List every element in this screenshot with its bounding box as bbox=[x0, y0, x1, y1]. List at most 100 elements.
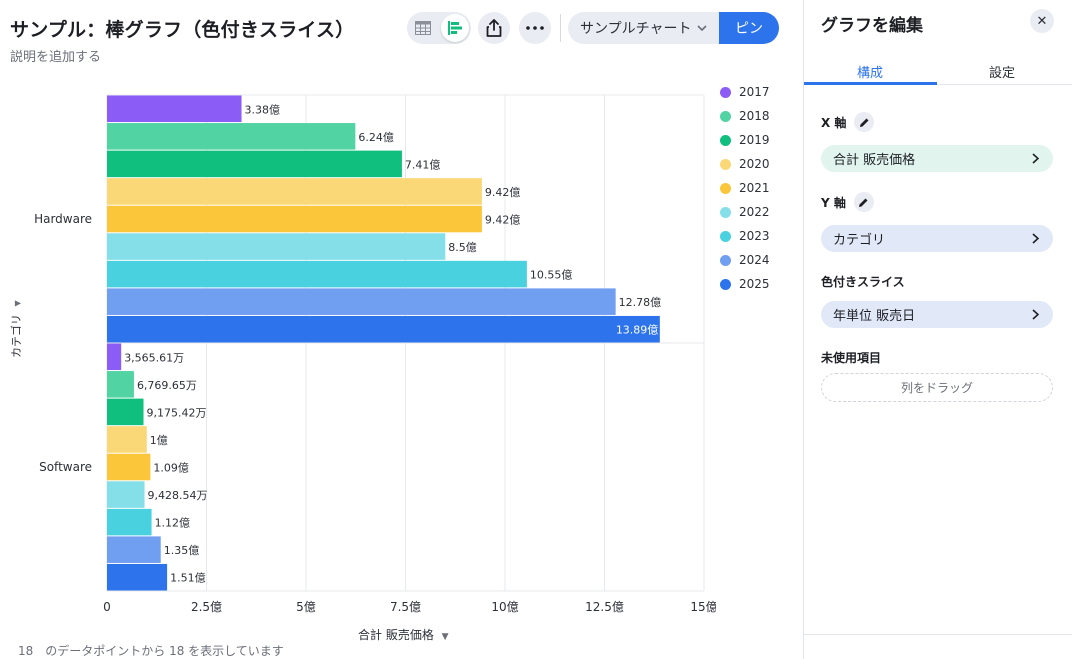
legend-label: 2022 bbox=[739, 205, 770, 219]
data-label: 1.35億 bbox=[164, 544, 200, 557]
bar-software-2025 bbox=[107, 563, 168, 591]
x-tick-label: 12.5億 bbox=[585, 600, 624, 614]
toolbar-divider bbox=[560, 14, 561, 42]
more-icon bbox=[526, 26, 544, 30]
bar-hardware-2024 bbox=[107, 288, 616, 315]
y-axis-field-pill[interactable]: カテゴリ bbox=[821, 225, 1053, 252]
bar-hardware-2021 bbox=[107, 205, 482, 233]
category-label: Hardware bbox=[34, 212, 92, 226]
data-label: 1億 bbox=[150, 434, 168, 447]
data-label: 10.55億 bbox=[530, 269, 573, 282]
legend-label: 2021 bbox=[739, 181, 770, 195]
bar-software-2017 bbox=[107, 343, 122, 371]
panel-tabs: 構成 設定 bbox=[804, 56, 1072, 85]
bar-hardware-2018 bbox=[107, 123, 356, 150]
data-point-count: 18 のデータポイントから 18 を表示しています bbox=[18, 644, 284, 658]
view-toggle bbox=[407, 12, 471, 44]
legend-swatch bbox=[720, 86, 731, 98]
chevron-right-icon bbox=[1032, 153, 1039, 164]
close-button[interactable]: ✕ bbox=[1030, 9, 1054, 33]
chevron-down-icon bbox=[697, 25, 708, 31]
data-label: 9.42億 bbox=[485, 214, 521, 227]
data-label: 3.38億 bbox=[245, 103, 280, 116]
close-icon: ✕ bbox=[1036, 13, 1048, 29]
bar-hardware-2017 bbox=[107, 95, 242, 123]
legend-label: 2020 bbox=[739, 157, 770, 171]
x-tick-label: 7.5億 bbox=[390, 600, 421, 614]
legend-item[interactable]: 2024 bbox=[716, 248, 770, 272]
sample-chart-label: サンプルチャート bbox=[580, 21, 692, 37]
legend-label: 2017 bbox=[739, 85, 770, 99]
share-button[interactable] bbox=[478, 12, 510, 44]
unused-section: 未使用項目 bbox=[821, 349, 881, 366]
legend-swatch bbox=[720, 206, 731, 218]
edit-chart-panel: グラフを編集 ✕ 構成 設定 X 軸 合計 販売価格 Y 軸 bbox=[803, 0, 1072, 659]
chevron-right-icon bbox=[1032, 233, 1039, 244]
bar-software-2022 bbox=[107, 481, 145, 508]
description-placeholder[interactable]: 説明を追加する bbox=[10, 50, 102, 65]
legend-item[interactable]: 2020 bbox=[716, 152, 770, 176]
y-axis-section: Y 軸 bbox=[821, 192, 874, 212]
chart-view-button[interactable] bbox=[441, 14, 469, 42]
legend-label: 2023 bbox=[739, 229, 770, 243]
edit-x-axis-button[interactable] bbox=[854, 112, 875, 132]
data-label: 6,769.65万 bbox=[137, 379, 197, 392]
bar-chart: 0 2.5億 5億 7.5億 10億 12.5億 15億 3.38億 6.24億 7.41億 9.4… bbox=[34, 94, 716, 614]
bar-hardware-2019 bbox=[107, 150, 402, 178]
active-tab-indicator bbox=[804, 82, 937, 85]
bar-chart-icon bbox=[448, 21, 462, 35]
legend-item[interactable]: 2019 bbox=[716, 128, 770, 152]
legend-item[interactable]: 2023 bbox=[716, 224, 770, 248]
x-axis-field-pill[interactable]: 合計 販売価格 bbox=[821, 145, 1053, 172]
legend-swatch bbox=[720, 158, 731, 170]
y-axis-label: Y 軸 bbox=[821, 195, 846, 210]
table-view-icon bbox=[415, 21, 431, 35]
y-axis-title-text: カテゴリ bbox=[10, 314, 23, 358]
x-axis-title-text: 合計 販売価格 bbox=[358, 628, 434, 642]
x-axis-field: 合計 販売価格 bbox=[833, 153, 916, 168]
caret-down-icon: ▼ bbox=[441, 632, 449, 642]
y-axis-title[interactable]: カテゴリ ▼ bbox=[8, 300, 24, 358]
legend-swatch bbox=[720, 182, 731, 194]
color-slice-field-pill[interactable]: 年単位 販売日 bbox=[821, 301, 1053, 328]
x-tick-label: 10億 bbox=[491, 600, 518, 614]
data-label: 12.78億 bbox=[619, 296, 662, 309]
x-tick-label: 2.5億 bbox=[191, 600, 222, 614]
legend-label: 2018 bbox=[739, 109, 770, 123]
tab-settings[interactable]: 設定 bbox=[989, 66, 1016, 81]
more-options-button[interactable] bbox=[519, 12, 551, 44]
panel-title: グラフを編集 bbox=[821, 16, 923, 36]
bar-software-2021 bbox=[107, 453, 151, 481]
bar-hardware-2022 bbox=[107, 233, 446, 260]
x-tick-label: 0 bbox=[103, 600, 111, 614]
legend-swatch bbox=[720, 134, 731, 146]
legend-item[interactable]: 2017 bbox=[716, 80, 770, 104]
x-axis-title[interactable]: 合計 販売価格 ▼ bbox=[358, 626, 449, 643]
table-view-button[interactable] bbox=[409, 14, 437, 42]
chart-title[interactable]: サンプル：棒グラフ（色付きスライス） bbox=[10, 19, 355, 41]
color-slice-label: 色付きスライス bbox=[821, 275, 905, 289]
caret-down-icon: ▼ bbox=[13, 300, 22, 307]
legend-item[interactable]: 2022 bbox=[716, 200, 770, 224]
legend-item[interactable]: 2018 bbox=[716, 104, 770, 128]
legend-item[interactable]: 2021 bbox=[716, 176, 770, 200]
bar-hardware-2025 bbox=[107, 315, 660, 343]
data-label: 1.12億 bbox=[155, 517, 191, 530]
sample-chart-dropdown[interactable]: サンプルチャート bbox=[568, 12, 720, 44]
edit-y-axis-button[interactable] bbox=[853, 192, 874, 212]
tab-configure[interactable]: 構成 bbox=[857, 66, 884, 81]
bar-software-2024 bbox=[107, 536, 161, 563]
legend-swatch bbox=[720, 110, 731, 122]
bar-software-2018 bbox=[107, 371, 134, 398]
data-label: 1.51億 bbox=[170, 572, 206, 585]
share-icon bbox=[486, 19, 502, 37]
y-axis-field: カテゴリ bbox=[833, 233, 886, 248]
bar-hardware-2020 bbox=[107, 178, 482, 205]
bar-software-2020 bbox=[107, 426, 147, 453]
pin-button[interactable]: ピン bbox=[719, 12, 779, 44]
data-label: 13.89億 bbox=[616, 324, 659, 337]
pencil-icon bbox=[859, 118, 869, 127]
legend-item[interactable]: 2025 bbox=[716, 272, 770, 296]
column-drop-zone[interactable]: 列をドラッグ bbox=[821, 373, 1053, 402]
